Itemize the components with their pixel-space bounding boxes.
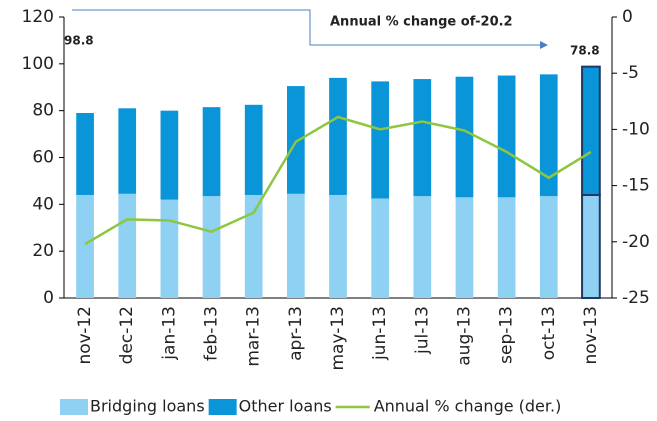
legend-label: Other loans — [239, 397, 332, 416]
legend-swatch — [208, 399, 237, 415]
y2-tick-label: -25 — [622, 288, 650, 308]
y-tick-label: 0 — [43, 288, 54, 308]
bar — [581, 193, 601, 299]
x-tick-label: aug-13 — [454, 306, 474, 366]
bar — [286, 193, 305, 298]
legend-label: Bridging loans — [90, 397, 205, 416]
bar — [244, 104, 263, 195]
bar — [118, 108, 137, 194]
annotation: 78.8 — [570, 44, 600, 58]
bar — [76, 194, 94, 298]
y2-tick-label: -15 — [622, 176, 650, 196]
x-tick-label: jan-13 — [159, 306, 179, 361]
x-tick-label: sep-13 — [497, 306, 517, 364]
y-tick-label: 40 — [32, 194, 54, 214]
bar — [455, 197, 474, 298]
y-tick-label: 100 — [22, 54, 54, 74]
y2-tick-label: -20 — [622, 232, 650, 252]
bar — [413, 196, 432, 298]
y2-tick-label: 0 — [622, 7, 633, 27]
x-tick-label: may-13 — [328, 306, 348, 371]
x-tick-label: mar-13 — [244, 306, 264, 367]
bar — [497, 75, 516, 198]
bar — [413, 79, 432, 197]
annotation: 98.8 — [64, 34, 94, 48]
bar — [160, 199, 179, 298]
y2-tick-label: -5 — [622, 63, 639, 83]
bar — [76, 113, 94, 195]
annotation-arrow — [72, 9, 545, 46]
bar — [497, 197, 516, 298]
x-tick-label: nov-13 — [581, 306, 601, 365]
bar — [286, 86, 305, 194]
bar — [329, 194, 347, 298]
legend-label: Annual % change (der.) — [374, 397, 562, 416]
y-tick-label: 60 — [32, 148, 54, 168]
bar — [539, 74, 558, 197]
bar — [539, 196, 558, 298]
x-tick-label: nov-12 — [75, 306, 95, 365]
bar — [202, 196, 221, 298]
legend-swatch — [60, 399, 88, 415]
x-tick-label: oct-13 — [539, 306, 559, 360]
y-tick-label: 120 — [22, 7, 54, 27]
x-tick-label: feb-13 — [202, 306, 222, 361]
bar — [371, 81, 390, 199]
bar — [118, 193, 137, 298]
bar — [455, 76, 474, 198]
bar — [160, 110, 179, 200]
x-tick-label: apr-13 — [286, 306, 306, 361]
x-tick-label: jul-13 — [412, 306, 432, 355]
x-tick-label: dec-12 — [117, 306, 137, 364]
bar — [581, 65, 601, 196]
bar — [329, 77, 347, 195]
x-tick-label: jun-13 — [370, 306, 390, 361]
bar — [371, 198, 390, 298]
bar — [202, 107, 221, 197]
line — [84, 115, 592, 246]
y-tick-label: 80 — [32, 101, 54, 121]
arrow-head — [540, 41, 548, 49]
bar — [244, 194, 263, 298]
annotation: Annual % change of-20.2 — [330, 15, 513, 30]
y-tick-label: 20 — [32, 241, 54, 261]
y2-tick-label: -10 — [622, 119, 650, 139]
